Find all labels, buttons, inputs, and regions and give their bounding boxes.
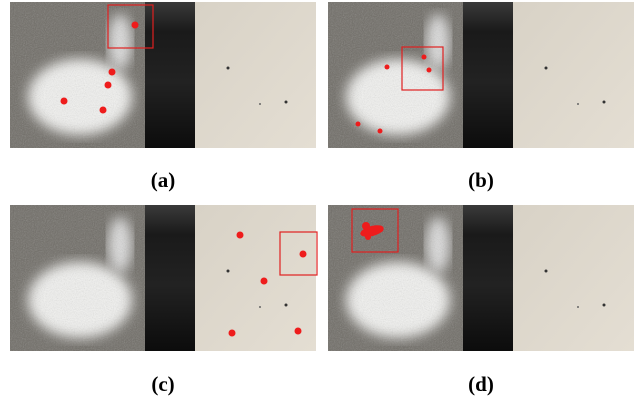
panel-b-image: [328, 2, 634, 148]
panel-a-image: [10, 2, 316, 148]
figure: (a) (b) (c) (d): [0, 0, 634, 402]
figure-images: [0, 0, 634, 402]
panel-d-image: [328, 205, 634, 351]
panel-c-image: [10, 205, 317, 351]
caption: (d): [328, 372, 634, 397]
caption: (b): [328, 168, 634, 193]
caption: (a): [10, 168, 316, 193]
caption: (c): [10, 372, 316, 397]
